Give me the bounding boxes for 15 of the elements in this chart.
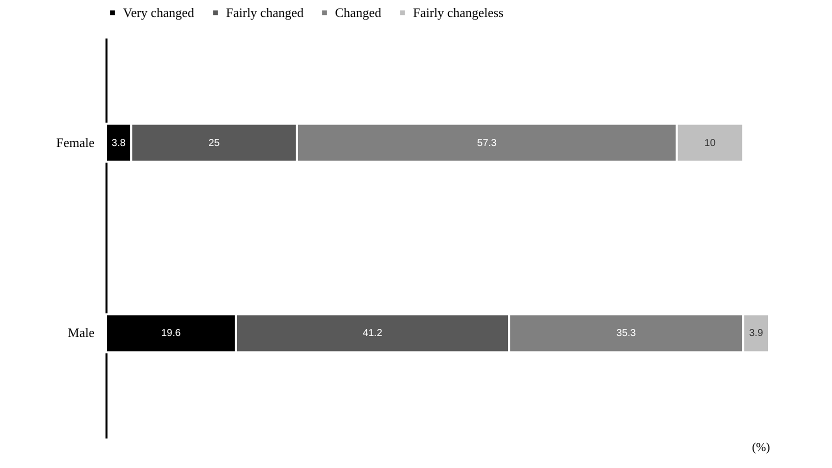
legend-label: Fairly changed [226, 4, 304, 20]
y-tick-label: Female [56, 134, 95, 150]
data-label: 41.2 [362, 328, 383, 340]
legend-label: Fairly changeless [413, 4, 504, 20]
y-tick-label: Male [68, 325, 95, 340]
legend-label: Very changed [123, 4, 195, 20]
data-label: 3.9 [749, 328, 764, 340]
data-label: 19.6 [161, 328, 182, 340]
text: (%) [752, 440, 770, 454]
data-label: 3.8 [112, 138, 126, 149]
legend-label: Changed [335, 4, 382, 20]
data-label: 57.3 [477, 138, 498, 149]
data-label: 35.3 [616, 328, 636, 340]
data-label: 10 [704, 138, 716, 149]
data-label: 25 [208, 138, 220, 149]
